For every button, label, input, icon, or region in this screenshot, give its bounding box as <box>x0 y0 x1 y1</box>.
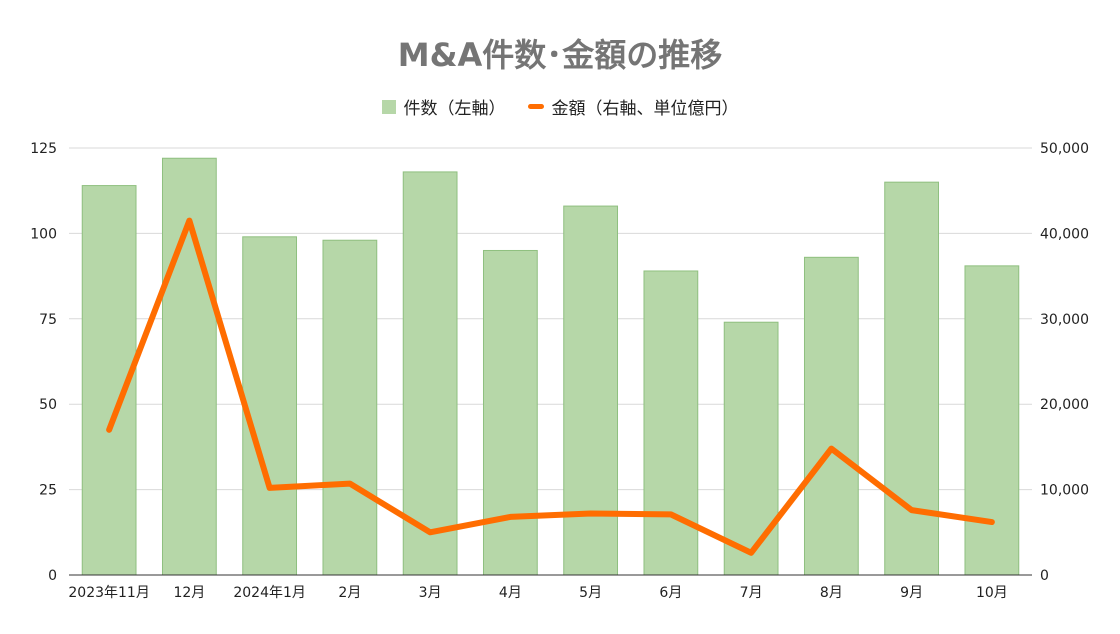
x-tick-label: 3月 <box>419 585 442 601</box>
y-right-tick-label: 0 <box>1040 568 1049 584</box>
x-tick-label: 8月 <box>820 585 843 601</box>
bar <box>322 239 378 576</box>
y-right-tick-label: 40,000 <box>1040 226 1089 242</box>
x-tick-label: 4月 <box>499 585 522 601</box>
x-tick-label: 2023年11月 <box>68 585 149 601</box>
line-point <box>509 515 512 518</box>
legend-item-line: 金額（右軸、単位億円） <box>527 94 739 119</box>
x-tick-label: 9月 <box>900 585 923 601</box>
line-point <box>990 521 993 524</box>
x-tick-label: 6月 <box>659 585 682 601</box>
y-left-tick-label: 75 <box>39 312 57 328</box>
chart-title: M&A件数･金額の推移 <box>397 36 723 74</box>
y-right-tick-label: 50,000 <box>1040 141 1089 157</box>
line-point <box>669 513 672 516</box>
x-tick-label: 2月 <box>338 585 361 601</box>
line-point <box>188 219 191 222</box>
legend: 件数（左軸） 金額（右軸、単位億円） <box>0 94 1120 119</box>
y-left-tick-label: 100 <box>30 226 57 242</box>
bar <box>884 181 940 576</box>
y-right-tick-label: 20,000 <box>1040 397 1089 413</box>
line-point <box>108 428 111 431</box>
legend-item-bar: 件数（左軸） <box>381 94 506 119</box>
line-point <box>348 482 351 485</box>
line-point <box>429 531 432 534</box>
bar <box>643 270 699 576</box>
bar <box>402 171 458 576</box>
series-line <box>106 217 995 556</box>
legend-label-line: 金額（右軸、単位億円） <box>551 99 739 119</box>
line-point <box>750 551 753 554</box>
bar <box>563 205 619 576</box>
x-tick-label: 7月 <box>740 585 763 601</box>
legend-swatch-line <box>527 104 544 109</box>
line-point <box>910 509 913 512</box>
bar <box>803 256 859 576</box>
x-tick-label: 5月 <box>579 585 602 601</box>
line-point <box>830 447 833 450</box>
x-tick-label: 2024年1月 <box>233 585 306 601</box>
line-point <box>268 486 271 489</box>
bar <box>482 249 538 576</box>
line-point <box>589 512 592 515</box>
x-tick-label: 10月 <box>976 585 1008 601</box>
x-tick-label: 12月 <box>173 585 205 601</box>
y-left-tick-label: 50 <box>39 397 57 413</box>
y-right-tick-label: 10,000 <box>1040 483 1089 499</box>
y-right-tick-label: 30,000 <box>1040 312 1089 328</box>
y-left-tick-label: 0 <box>48 568 57 584</box>
legend-label-bar: 件数（左軸） <box>403 99 506 119</box>
legend-swatch-bar <box>381 99 396 114</box>
y-left-tick-label: 125 <box>30 141 57 157</box>
bar <box>964 265 1020 576</box>
y-left-tick-label: 25 <box>39 483 57 499</box>
bar <box>242 236 298 576</box>
bar <box>723 321 779 576</box>
